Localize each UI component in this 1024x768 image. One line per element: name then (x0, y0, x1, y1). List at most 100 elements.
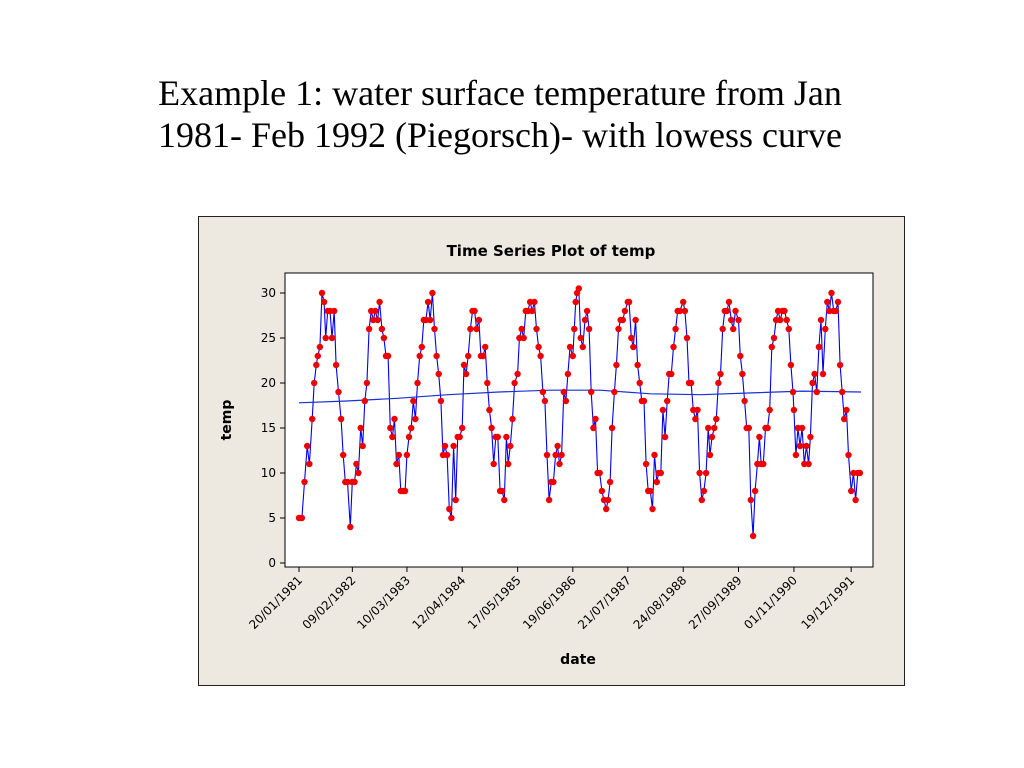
data-point (723, 307, 731, 315)
data-point (839, 388, 846, 396)
data-point (564, 370, 572, 378)
data-point (588, 388, 595, 396)
data-point (730, 325, 737, 333)
data-point (322, 334, 329, 342)
data-point (558, 451, 565, 459)
data-point (433, 352, 440, 360)
data-point (717, 370, 724, 378)
data-point (681, 307, 689, 315)
data-point (783, 316, 790, 324)
data-point (507, 442, 514, 450)
data-point (785, 325, 792, 333)
data-point (700, 487, 708, 495)
data-point (803, 442, 810, 450)
data-point (529, 307, 536, 315)
data-point (475, 316, 483, 324)
data-point (471, 307, 478, 315)
x-tick-label: 27/09/1989 (686, 573, 745, 632)
y-tick-label: 25 (261, 331, 276, 345)
data-point (811, 370, 818, 378)
data-point (462, 370, 470, 378)
data-point (694, 406, 701, 414)
y-tick-label: 5 (268, 511, 276, 525)
data-point (640, 397, 648, 405)
data-point (412, 415, 419, 423)
data-point (577, 334, 584, 342)
data-point (611, 388, 618, 396)
data-point (357, 424, 364, 432)
data-point (347, 523, 354, 531)
slide-title: Example 1: water surface temperature fro… (0, 72, 1000, 156)
data-point (335, 388, 342, 396)
data-point (790, 406, 798, 414)
chart-frame: Time Series Plot of temp 0 5 10 15 20 25 30 20… (198, 216, 905, 686)
data-point (781, 307, 788, 315)
data-point (848, 487, 855, 495)
x-tick-label: 09/02/1982 (300, 573, 359, 632)
x-tick-label: 19/06/1986 (520, 573, 579, 632)
data-point (509, 415, 516, 423)
data-point (728, 316, 735, 324)
data-point (845, 451, 852, 459)
data-point (467, 325, 474, 333)
data-point (539, 388, 547, 396)
data-point (832, 307, 839, 315)
data-point (520, 334, 527, 342)
time-series-chart: Time Series Plot of temp 0 5 10 15 20 25 30 20… (219, 242, 874, 668)
data-point (735, 316, 742, 324)
data-point (488, 424, 495, 432)
y-tick-label: 30 (261, 286, 276, 300)
data-point (486, 406, 493, 414)
data-point (351, 478, 358, 486)
data-point (498, 487, 506, 495)
slide-title-line-1: Example 1: water surface temperature fro… (158, 73, 842, 113)
data-point (807, 433, 814, 441)
data-point (828, 289, 835, 297)
data-point (760, 460, 767, 468)
data-point (452, 496, 459, 504)
data-point (770, 334, 778, 342)
data-point (715, 379, 722, 387)
data-point (598, 487, 606, 495)
data-point (581, 316, 589, 324)
data-point (843, 406, 850, 414)
data-point (306, 460, 313, 468)
x-tick-label: 21/07/1987 (575, 573, 634, 632)
data-point (359, 442, 366, 450)
data-point (692, 415, 699, 423)
data-point (798, 424, 806, 432)
data-point (514, 370, 521, 378)
data-point (579, 343, 586, 351)
data-point (535, 343, 542, 351)
data-point (380, 334, 388, 342)
data-point (531, 298, 538, 306)
data-point (395, 451, 402, 459)
data-point (448, 514, 455, 522)
data-point (550, 478, 557, 486)
y-tick-label: 20 (261, 376, 276, 390)
data-point (340, 451, 347, 459)
data-point (713, 415, 720, 423)
x-tick-label: 10/03/1983 (354, 573, 413, 632)
data-point (482, 343, 489, 351)
data-point (441, 442, 449, 450)
data-point (446, 505, 453, 513)
data-point (708, 433, 716, 441)
data-point (361, 397, 368, 405)
data-point (569, 352, 576, 360)
data-point (363, 379, 371, 387)
data-point (647, 487, 654, 495)
data-point (328, 334, 336, 342)
data-point (316, 343, 324, 351)
data-point (702, 469, 710, 477)
y-tick-label: 15 (261, 421, 276, 435)
data-point (473, 325, 480, 333)
data-point (566, 343, 574, 351)
data-point (301, 478, 308, 486)
data-point (768, 343, 775, 351)
data-point (653, 478, 660, 486)
data-point (590, 424, 597, 432)
data-point (805, 460, 812, 468)
data-point (410, 397, 417, 405)
data-point (372, 307, 379, 315)
